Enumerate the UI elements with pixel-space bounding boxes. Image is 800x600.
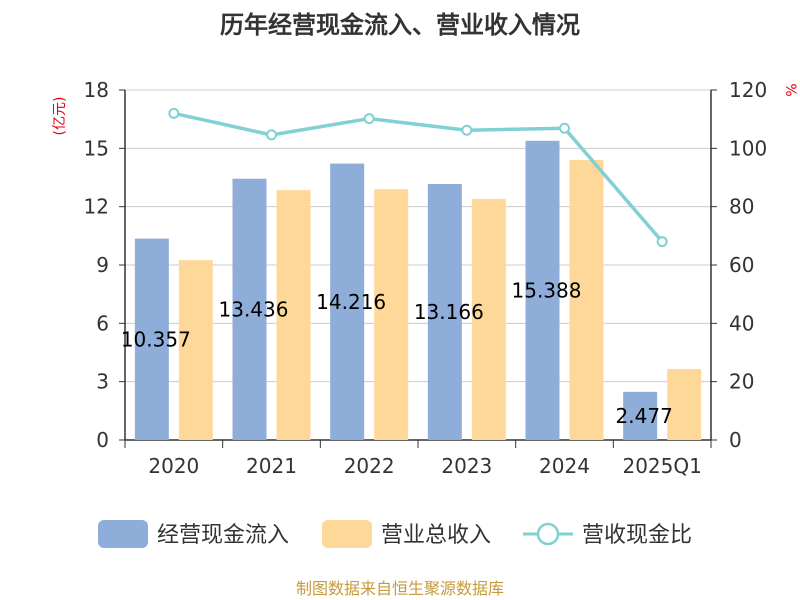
- x-axis-tick-label: 2022: [344, 454, 395, 478]
- data-label: 14.216: [316, 290, 386, 314]
- ratio-point: [266, 129, 277, 141]
- legend-label-revenue: 营业总收入: [381, 523, 491, 548]
- bar-cash-inflow: [427, 183, 462, 440]
- data-label: 2.477: [616, 404, 673, 428]
- plot-area: 0 0 3 20 6 40 9 60 12 80 15 100 18 120 2020 2021 2022 202…: [84, 78, 768, 478]
- legend-label-cash-inflow: 经营现金流入: [157, 523, 289, 548]
- right-axis-tick-label: 80: [729, 195, 754, 219]
- legend: 经营现金流入 营业总收入 营收现金比: [98, 520, 692, 548]
- legend-swatch-revenue: [322, 520, 372, 548]
- legend-marker-ratio: [536, 522, 560, 546]
- left-axis-tick-label: 0: [96, 428, 109, 452]
- ratio-point: [168, 107, 180, 119]
- left-axis-tick-label: 18: [84, 78, 109, 102]
- source-note: 制图数据来自恒生聚源数据库: [296, 579, 504, 598]
- legend-swatch-cash-inflow: [98, 520, 148, 548]
- bar-revenue: [276, 190, 311, 440]
- left-axis-tick-label: 15: [84, 136, 109, 160]
- ratio-line: [173, 111, 664, 243]
- bar-revenue: [471, 198, 506, 440]
- ratio-point: [363, 113, 375, 125]
- data-label: 13.436: [219, 297, 289, 321]
- x-axis-tick-label: 2023: [441, 454, 492, 478]
- data-label: 13.166: [414, 300, 484, 324]
- right-axis-tick-label: 20: [729, 370, 754, 394]
- bar-cash-inflow: [232, 178, 267, 440]
- left-axis-tick-label: 3: [96, 370, 109, 394]
- bar-cash-inflow: [623, 391, 658, 440]
- data-label: 10.357: [121, 327, 191, 351]
- bar-revenue: [374, 189, 409, 440]
- bar-revenue: [178, 260, 213, 440]
- right-axis-tick-label: 40: [729, 311, 754, 335]
- left-axis-tick-label: 12: [84, 195, 109, 219]
- bar-cash-inflow: [525, 140, 560, 441]
- right-axis-tick-label: 60: [729, 253, 754, 277]
- data-label: 15.388: [512, 278, 582, 302]
- legend-label-ratio: 营收现金比: [582, 523, 692, 548]
- x-axis-tick-label: 2024: [539, 454, 590, 478]
- right-axis-unit: %: [782, 83, 798, 96]
- left-axis-tick-label: 6: [96, 311, 109, 335]
- ratio-point: [559, 122, 570, 134]
- ratio-point: [461, 124, 473, 136]
- ratio-point: [656, 236, 668, 248]
- left-axis-unit: (亿元): [52, 97, 68, 136]
- chart-title: 历年经营现金流入、营业收入情况: [220, 11, 580, 39]
- x-axis-tick-label: 2020: [148, 454, 199, 478]
- bar-revenue: [667, 369, 702, 440]
- right-axis-tick-label: 0: [729, 428, 742, 452]
- bar-revenue: [569, 160, 604, 440]
- x-axis-tick-label: 2025Q1: [622, 454, 701, 478]
- bar-cash-inflow: [134, 238, 169, 440]
- x-axis-tick-label: 2021: [246, 454, 297, 478]
- bar-cash-inflow: [330, 163, 365, 441]
- right-axis-tick-label: 120: [729, 78, 767, 102]
- left-axis-tick-label: 9: [96, 253, 109, 277]
- right-axis-tick-label: 100: [729, 136, 767, 160]
